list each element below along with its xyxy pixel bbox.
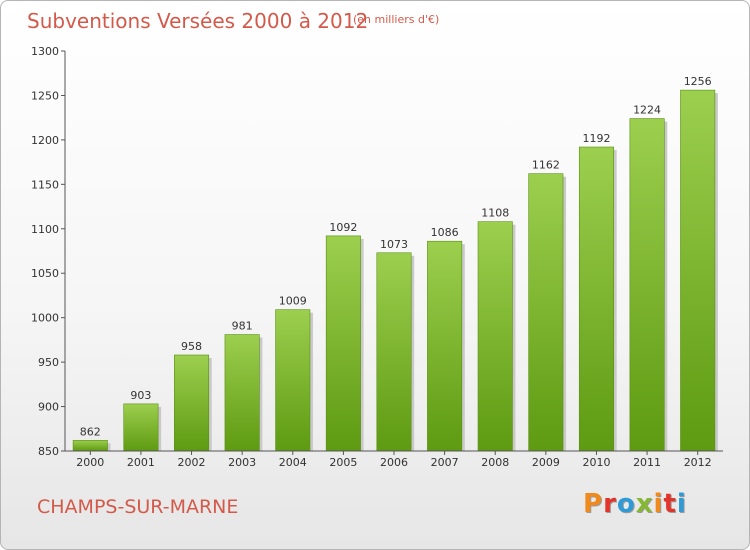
data-label: 903 xyxy=(130,389,151,402)
x-tick-label: 2000 xyxy=(76,456,104,469)
data-label: 1092 xyxy=(329,221,357,234)
y-tick-label: 950 xyxy=(38,356,59,369)
chart-title: Subventions Versées 2000 à 2012 xyxy=(27,9,369,33)
x-tick-label: 2009 xyxy=(532,456,560,469)
bar xyxy=(680,89,716,452)
x-tick-label: 2001 xyxy=(127,456,155,469)
data-label: 958 xyxy=(181,340,202,353)
y-tick-label: 1150 xyxy=(31,178,59,191)
data-label: 1256 xyxy=(684,75,712,88)
x-tick-label: 2004 xyxy=(279,456,307,469)
data-label: 1086 xyxy=(431,226,459,239)
commune-name: CHAMPS-SUR-MARNE xyxy=(37,496,239,518)
brand-letter: i xyxy=(676,489,687,519)
brand-logo: Proxiti xyxy=(583,489,687,519)
data-label: 1192 xyxy=(582,132,610,145)
data-label: 1073 xyxy=(380,238,408,251)
chart-subtitle: (en milliers d'€) xyxy=(353,13,440,26)
x-tick-label: 2003 xyxy=(228,456,256,469)
bar xyxy=(275,309,311,452)
y-tick-label: 1100 xyxy=(31,223,59,236)
x-tick-label: 2012 xyxy=(684,456,712,469)
x-tick-label: 2007 xyxy=(431,456,459,469)
x-tick-label: 2006 xyxy=(380,456,408,469)
brand-letter: t xyxy=(663,489,677,519)
brand-letter: o xyxy=(616,489,636,519)
data-label: 981 xyxy=(232,320,253,333)
bar xyxy=(528,173,564,452)
bar xyxy=(477,221,513,452)
brand-letter: P xyxy=(583,489,604,519)
bar xyxy=(72,440,108,452)
brand-letter: i xyxy=(653,489,664,519)
bar xyxy=(325,235,361,452)
x-tick-label: 2011 xyxy=(633,456,661,469)
x-tick-label: 2008 xyxy=(481,456,509,469)
data-label: 1162 xyxy=(532,159,560,172)
bar xyxy=(376,252,412,452)
x-tick-label: 2002 xyxy=(178,456,206,469)
bar xyxy=(123,403,159,452)
data-label: 862 xyxy=(80,425,101,438)
bars-group: 862 903 958 981 1009 1092 1073 1086 1108 1162 1192… xyxy=(72,75,718,452)
brand-letter: r xyxy=(603,489,617,519)
axes-group: 2000 2001 2002 2003 2004 2005 2006 2007 2008 2009… xyxy=(31,45,723,469)
data-label: 1009 xyxy=(279,295,307,308)
data-label: 1224 xyxy=(633,104,661,117)
y-tick-label: 850 xyxy=(38,445,59,458)
y-tick-label: 900 xyxy=(38,401,59,414)
bar xyxy=(224,334,260,452)
bar xyxy=(427,240,463,452)
y-tick-label: 1050 xyxy=(31,267,59,280)
y-tick-label: 1200 xyxy=(31,134,59,147)
y-tick-label: 1250 xyxy=(31,89,59,102)
y-tick-label: 1000 xyxy=(31,312,59,325)
bar xyxy=(629,118,665,452)
x-tick-label: 2005 xyxy=(329,456,357,469)
x-tick-label: 2010 xyxy=(582,456,610,469)
y-tick-label: 1300 xyxy=(31,45,59,58)
brand-letter: x xyxy=(635,489,654,519)
bar xyxy=(578,146,614,452)
bar xyxy=(174,354,210,452)
data-label: 1108 xyxy=(481,207,509,220)
